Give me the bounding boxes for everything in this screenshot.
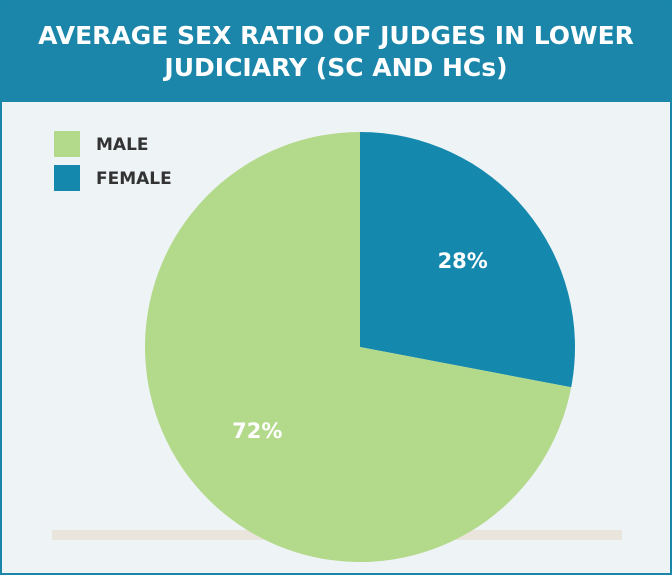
- legend-swatch: [54, 131, 80, 157]
- legend-swatch: [54, 165, 80, 191]
- data-label: 72%: [232, 419, 282, 443]
- legend-label: FEMALE: [96, 169, 172, 189]
- data-label: 28%: [438, 249, 488, 273]
- legend-label: MALE: [96, 135, 149, 155]
- infographic: AVERAGE SEX RATIO OF JUDGES IN LOWER JUD…: [0, 0, 672, 575]
- chart: 28% 72% MALE FEMALE: [2, 2, 670, 573]
